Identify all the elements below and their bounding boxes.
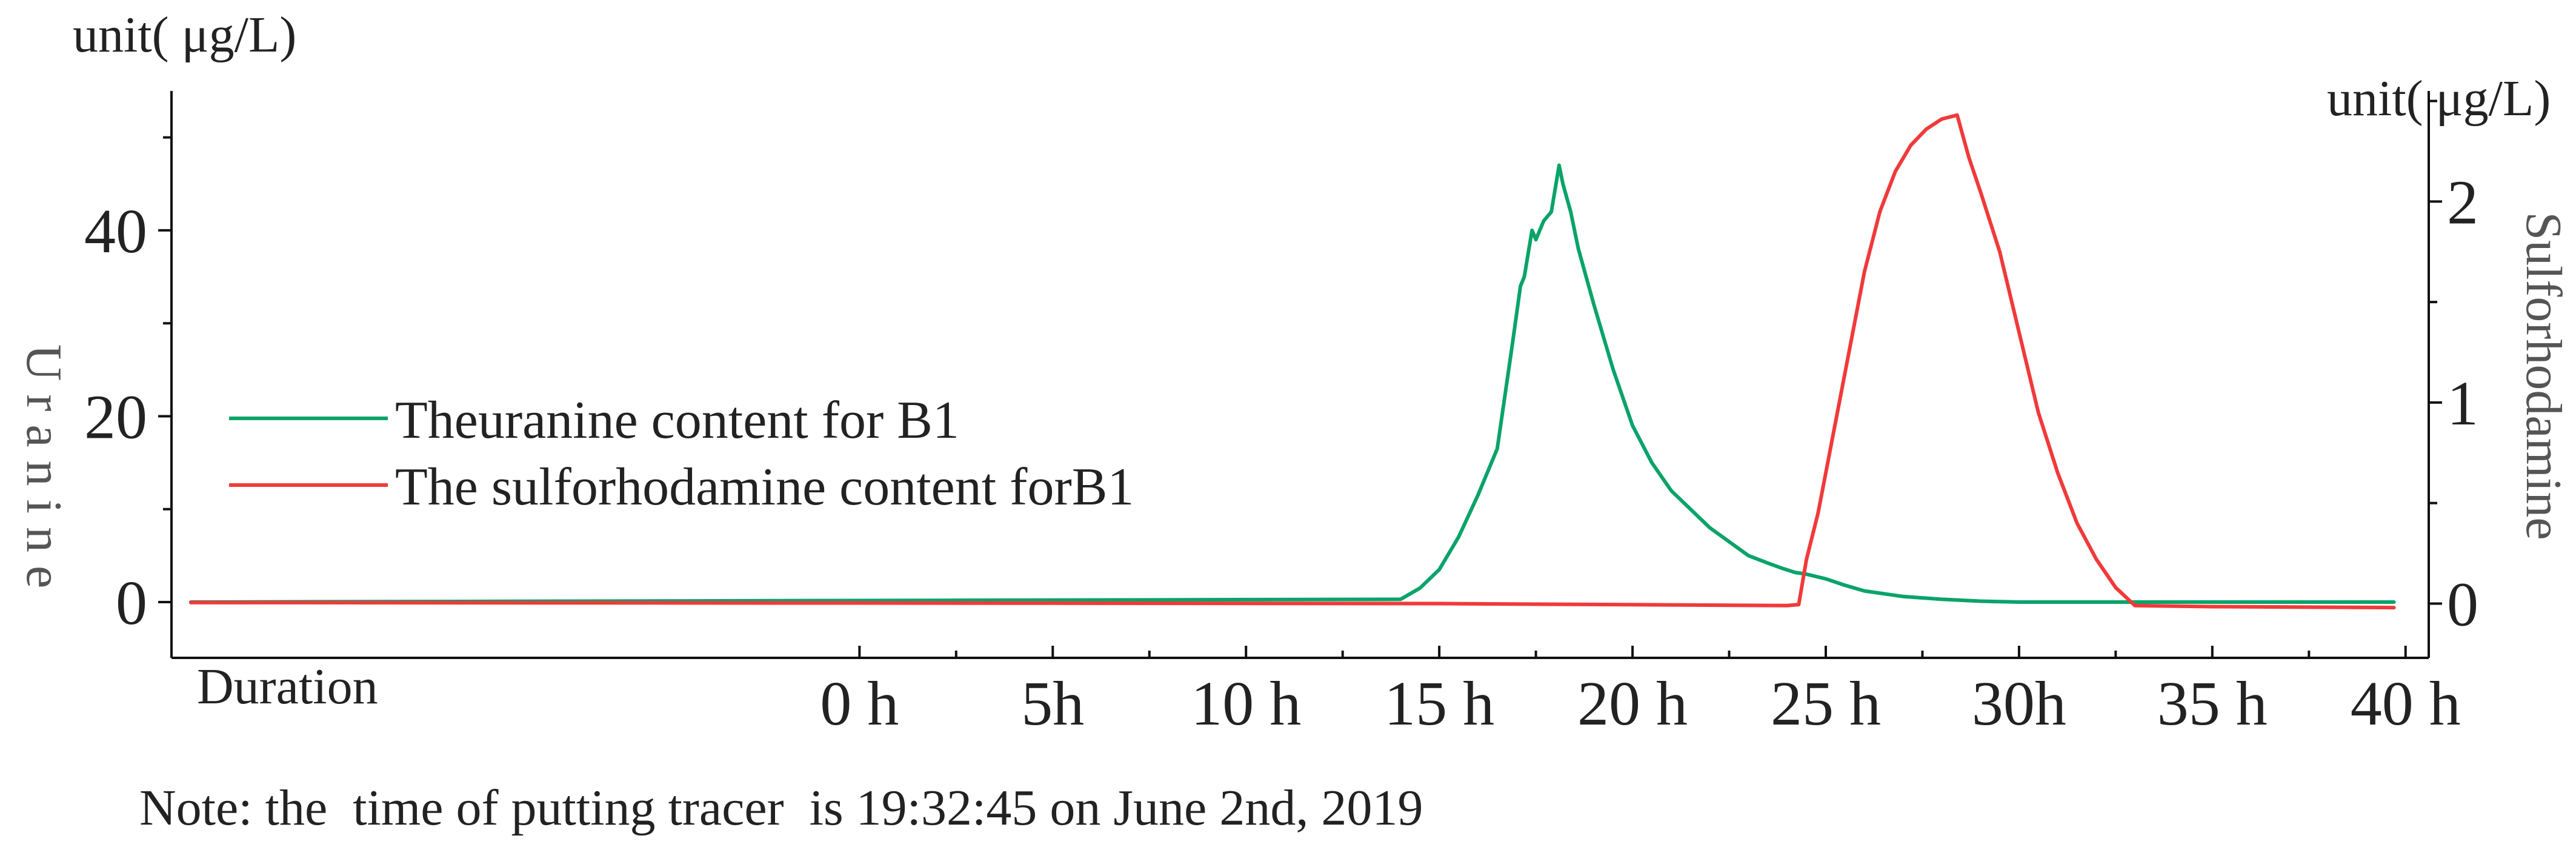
right-axis-ticks: 0 1 2 <box>2429 99 2478 639</box>
right-tick-label: 0 <box>2447 569 2478 639</box>
legend: Theuranine content for B1 The sulforhoda… <box>229 391 1134 517</box>
x-tick-label: 40 h <box>2351 669 2461 738</box>
right-tick-label: 1 <box>2447 369 2478 438</box>
left-axis-title: Uranine <box>16 344 72 602</box>
x-tick-label: 10 h <box>1191 669 1301 738</box>
x-axis-ticks: 0 h 5h 10 h 15 h 20 h 25 h 30h 35 h 40 h <box>820 646 2461 738</box>
footnote: Note: the time of putting tracer is 19:3… <box>139 780 1423 836</box>
right-unit-label: unit( μg/L) <box>2327 70 2551 127</box>
x-axis-name: Duration <box>197 658 378 715</box>
x-tick-label: 20 h <box>1577 669 1688 738</box>
x-tick-label: 35 h <box>2157 669 2268 738</box>
left-tick-label: 20 <box>84 382 147 452</box>
uranine-series-line <box>188 163 2396 604</box>
x-tick-label: 25 h <box>1771 669 1881 738</box>
left-unit-label: unit( μg/L) <box>73 7 296 63</box>
x-tick-label: 5h <box>1021 669 1084 738</box>
right-tick-label: 2 <box>2447 167 2478 237</box>
left-tick-label: 0 <box>116 568 147 638</box>
x-tick-label: 15 h <box>1384 669 1494 738</box>
legend-label-uranine: Theuranine content for B1 <box>395 391 959 450</box>
right-axis-title: Sulforhodamine <box>2515 212 2572 540</box>
series-layer <box>188 113 2396 610</box>
x-tick-label: 30h <box>1972 669 2066 738</box>
left-tick-label: 40 <box>84 196 147 266</box>
legend-label-sulforhodamine: The sulforhodamine content forB1 <box>395 458 1134 517</box>
x-tick-label: 0 h <box>820 669 899 738</box>
left-axis-ticks: 0 20 40 <box>84 136 171 638</box>
sulforhodamine-series-line <box>188 113 2396 610</box>
